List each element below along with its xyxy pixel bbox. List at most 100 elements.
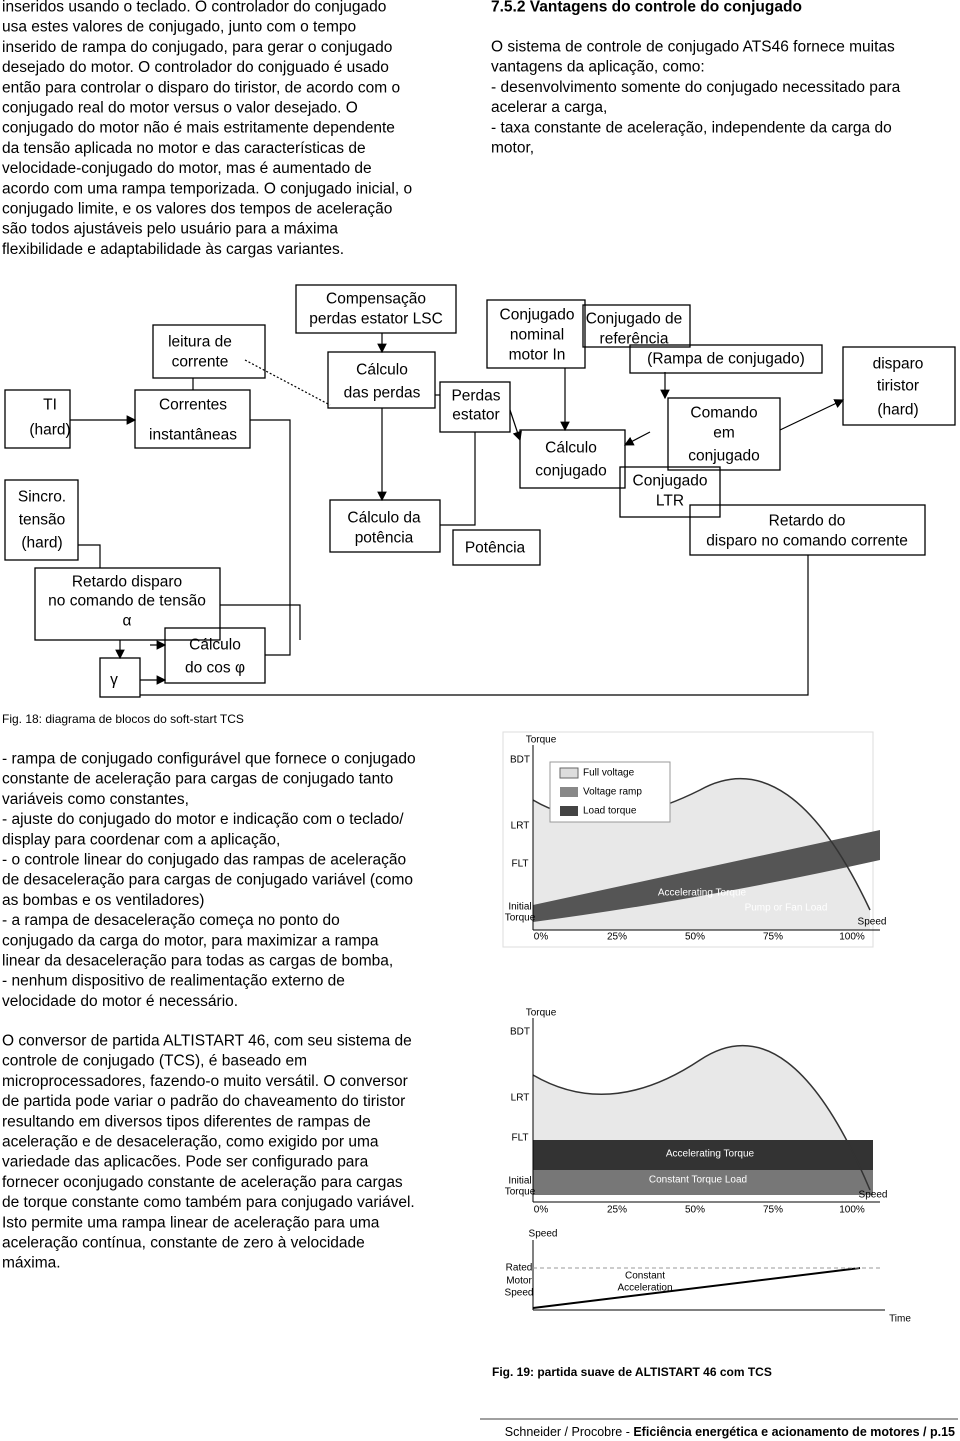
text-line: display para coordenar com a aplicação, [2,831,280,848]
diagram-wires [70,333,845,696]
text-line: linear da desaceleração para todas as ca… [2,953,393,970]
node-label: Correntes [159,397,227,414]
diagram-box [452,529,541,566]
text-line: desejado do motor. O controlador do conj… [2,59,389,76]
chart-label: 100% [839,932,865,943]
chart-label: LRT [511,821,530,832]
node-label: corrente [172,354,229,371]
node-label: Potência [465,540,526,557]
chart-label: Full voltage [583,768,635,779]
text-line: acordo com uma rampa temporizada. O conj… [2,180,412,197]
node-label: (hard) [877,402,918,419]
text-line: fornecer oconjugado constante de acelera… [2,1174,403,1191]
node-label: Cálculo [356,362,408,379]
chart-label: FLT [511,1133,528,1144]
text-line: aceleração contínua, constante de zero à… [2,1235,365,1252]
chart-label: BDT [510,755,530,766]
node-label: leitura de [168,334,232,351]
chart-label: Speed [529,1229,558,1240]
node-label: LTR [656,493,684,510]
node-label: das perdas [344,385,421,402]
chart-label: FLT [511,859,528,870]
node-label: conjugado [688,448,760,465]
text-line: inserido de rampa do conjugado, para ger… [2,39,392,56]
text-line: Isto permite uma rampa linear de acelera… [2,1214,380,1231]
text-line: as bombas e os ventiladores) [2,892,204,909]
node-label: γ [110,672,118,689]
footer-source: Schneider / Procobre - [505,1425,634,1439]
chart-label: Load torque [583,806,637,817]
diagram-box [486,299,586,369]
node-label: Cálculo da [347,510,421,527]
chart-label: Speed [858,917,887,928]
footer-title: Eficiência energética e acionamento de m… [633,1425,955,1439]
text-line: de partida pode variar o padrão do chave… [2,1093,405,1110]
node-label: Retardo disparo [72,574,182,591]
chart-label: 100% [839,1205,865,1216]
chart-label: BDT [510,1027,530,1038]
node-label: Comando [690,405,757,422]
text-line: de desaceleração para cargas de conjugad… [2,872,413,889]
chart-label: Torque [505,1187,536,1198]
text-line: máxima. [2,1255,61,1272]
text-line: - a rampa de desaceleração começa no pon… [2,912,340,929]
diagram-box [164,627,266,684]
text-line: conjugado real do motor versus o valor d… [2,100,358,117]
text-line: acelerar a carga, [491,99,607,116]
chart-label: Voltage ramp [583,787,642,798]
text-line: resultando em diversos tipos diferentes … [2,1113,371,1130]
diagram-box [619,466,721,518]
node-label: instantâneas [149,427,237,444]
chart-label: 0% [534,1205,549,1216]
text-line: O sistema de controle de conjugado ATS46… [491,39,895,56]
chart-label: 50% [685,932,705,943]
node-label: Sincro. [18,489,66,506]
node-label: referência [600,331,669,348]
chart-label: 25% [607,932,627,943]
text-line: conjugado do motor não é mais estritamen… [2,120,395,137]
figure-caption: Fig. 18: diagrama de blocos do soft-star… [2,712,244,726]
text-line: são todos ajustáveis pelo usuário para a… [2,221,338,238]
text-line: - desenvolvimento somente do conjugado n… [491,79,901,96]
chart-label: Accelerating Torque [658,888,747,899]
text-line: motor, [491,140,534,157]
node-label: Conjugado [500,307,575,324]
diagram-box [4,389,71,449]
text-line: velocidade do motor é necessário. [2,993,238,1010]
text-line: variedade das aplicacões. Pode ser confi… [2,1154,369,1171]
diagram-box [152,324,266,379]
text-line: conjugado limite, e os valores dos tempo… [2,201,392,218]
node-label: motor In [509,347,566,364]
text-line: da tensão aplicada no motor e das caract… [2,140,366,157]
text-line: aceleração e de desaceleração, como exig… [2,1134,379,1151]
node-label: em [713,425,735,442]
node-label: nominal [510,327,564,344]
node-label: Conjugado de [586,311,683,328]
footer: Schneider / Procobre - Eficiência energé… [505,1425,955,1439]
diagram-box [295,284,457,334]
text-line: - o controle linear do conjugado das ram… [2,852,406,869]
diagram-box [329,499,441,553]
chart-label: 0% [534,932,549,943]
text-line: vantagens da aplicação, como: [491,59,705,76]
chart-label: Torque [526,735,557,746]
node-label: no comando de tensão [48,593,206,610]
figure-caption: Fig. 19: partida suave de ALTISTART 46 c… [492,1365,772,1379]
chart-label: Constant [625,1271,665,1282]
node-label: Cálculo [189,637,241,654]
node-label: TI [43,397,57,414]
chart-label: LRT [511,1093,530,1104]
diagram-box [134,389,251,449]
node-label: (hard) [29,422,70,439]
node-label: Conjugado [633,473,708,490]
node-label: (Rampa de conjugado) [647,351,805,368]
chart-label: Rated [506,1263,533,1274]
chart-label: 75% [763,1205,783,1216]
text-line: constante de aceleração para cargas de c… [2,771,393,788]
text-line: - ajuste do conjugado do motor e indicaç… [2,811,404,828]
diagram-box [519,429,626,489]
chart-graphics [480,731,958,1420]
chart-label: Initial [508,1176,531,1187]
